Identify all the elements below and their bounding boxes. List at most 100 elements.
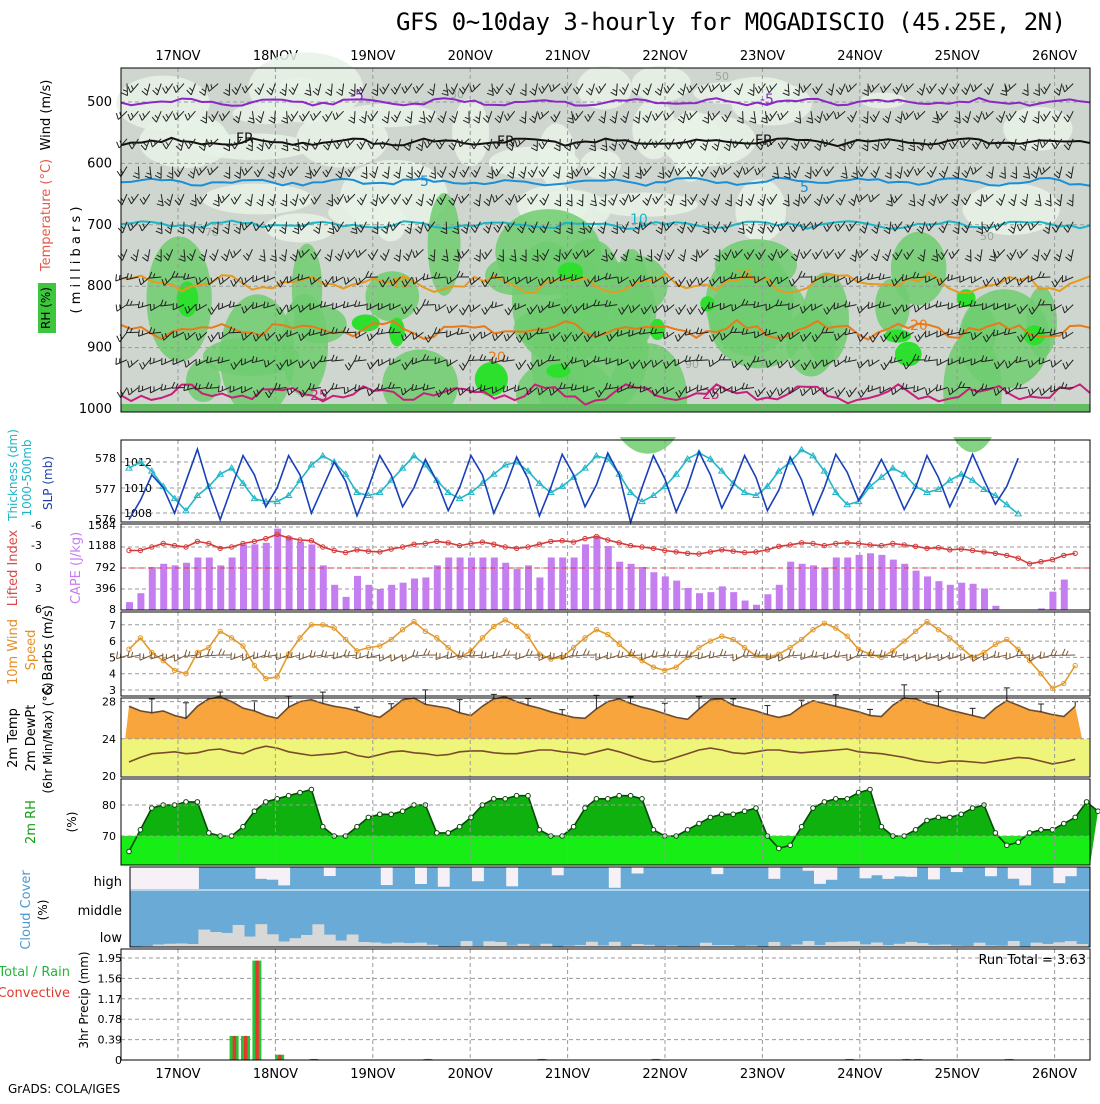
barb-staff: [847, 655, 859, 661]
ylabel-wind: Wind (m/s): [39, 80, 54, 151]
cape-bar: [730, 592, 737, 610]
isotherm-label: 5: [420, 174, 429, 190]
surface-wind-barb: [219, 649, 232, 656]
barb-staff: [344, 655, 357, 656]
barb-feather: [219, 649, 222, 656]
surface-wind-barb: [126, 649, 140, 658]
surface-wind-barb: [229, 649, 243, 660]
barb-staff: [629, 655, 642, 656]
barb-staff: [607, 655, 619, 659]
ylabel-1000-500mb: 1000-500mb: [20, 439, 34, 516]
surface-wind-barb: [708, 649, 722, 658]
ylabel-10m-wind: 10m Wind: [6, 619, 21, 685]
barb-feather: [792, 651, 794, 656]
barb-staff: [446, 222, 447, 234]
barb-staff: [812, 655, 825, 657]
cape-bar: [616, 562, 623, 610]
barb-staff: [229, 332, 241, 333]
ylabel-thickness: Thickness (dm): [6, 429, 20, 522]
barb-staff: [423, 305, 435, 306]
y-tick-label-right: 8: [109, 603, 116, 616]
x-tick-label-bottom: 22NOV: [642, 1067, 687, 1082]
cape-bar: [194, 558, 201, 611]
cape-bar: [821, 568, 828, 610]
cape-bar: [217, 565, 224, 610]
wind-speed-line: [129, 620, 1075, 689]
cape-bar: [206, 558, 213, 611]
barb-staff: [1038, 111, 1039, 123]
barb-staff: [389, 332, 401, 333]
y-tick-label: 1000: [79, 402, 112, 417]
cape-bar: [593, 535, 600, 610]
rh-surface-band: [121, 404, 1090, 412]
y-tick-label: 7: [109, 619, 116, 632]
barb-staff: [916, 655, 927, 661]
y-tick-label-left: -3: [31, 539, 42, 552]
y-tick-label-left: -6: [31, 519, 42, 532]
y-tick-label-left: 3: [35, 582, 42, 595]
barb-feather: [861, 651, 863, 656]
y-tick-label: 900: [87, 341, 112, 356]
cape-bar: [856, 555, 863, 610]
rh-moist-region: [428, 193, 461, 296]
rh-moist-region: [875, 278, 910, 333]
x-tick-label-bottom: 24NOV: [837, 1067, 882, 1082]
cape-bar: [1049, 592, 1056, 610]
surface-wind-barb: [901, 649, 916, 660]
barb-staff: [698, 655, 710, 659]
cape-bar: [365, 585, 372, 610]
cape-bar: [160, 564, 167, 610]
barb-staff: [938, 655, 950, 661]
cape-bar: [149, 567, 156, 610]
x-tick-label-top: 24NOV: [837, 49, 882, 64]
cape-bar: [662, 576, 669, 610]
isotherm-label: -5: [760, 92, 774, 108]
cape-bar: [263, 543, 270, 610]
cape-bar: [377, 589, 384, 610]
barb-staff: [275, 111, 276, 123]
cape-bar: [172, 565, 179, 610]
cape-bar: [548, 558, 555, 611]
barb-staff: [480, 360, 492, 361]
barb-staff: [720, 655, 733, 656]
barb-staff: [834, 655, 847, 657]
barb-staff: [380, 655, 391, 661]
surface-wind-barb: [309, 649, 323, 657]
barb-feather: [428, 651, 430, 656]
barb-feather: [530, 651, 532, 656]
barb-staff: [867, 111, 868, 123]
barb-feather: [508, 651, 510, 656]
barb-staff: [1030, 655, 1041, 661]
barb-staff: [525, 111, 526, 123]
cape-bar: [742, 601, 749, 610]
barb-feather: [211, 651, 213, 656]
thickness-line: [129, 450, 1018, 514]
rh-dry-region: [375, 205, 406, 241]
x-tick-label-bottom: 19NOV: [350, 1067, 395, 1082]
cape-bar: [628, 564, 635, 610]
cape-bar: [970, 584, 977, 610]
rh-dry-region: [233, 103, 304, 124]
cape-bar: [240, 544, 247, 610]
panel-slp-thickness: [121, 440, 1090, 522]
barb-staff: [1028, 84, 1029, 96]
barb-staff: [469, 655, 482, 656]
ylabel-lifted-index: Lifted Index: [6, 529, 21, 606]
cape-bar: [605, 546, 612, 610]
barb-feather: [617, 651, 621, 658]
rh-dry-region: [296, 110, 388, 167]
y-tick-label: 700: [87, 218, 112, 233]
cape-bar: [787, 562, 794, 610]
cape-bar: [308, 544, 315, 610]
cape-bar: [411, 579, 418, 611]
ylabel-millibars: ( m i l l i b a r s ): [69, 207, 84, 314]
barb-staff: [708, 222, 709, 234]
cape-bar: [331, 585, 338, 610]
y-tick-label: 500: [87, 95, 112, 110]
surface-wind-barb: [331, 649, 345, 659]
surface-wind-barb: [1038, 649, 1052, 659]
cape-bar: [935, 581, 942, 610]
barb-staff: [1038, 277, 1050, 278]
